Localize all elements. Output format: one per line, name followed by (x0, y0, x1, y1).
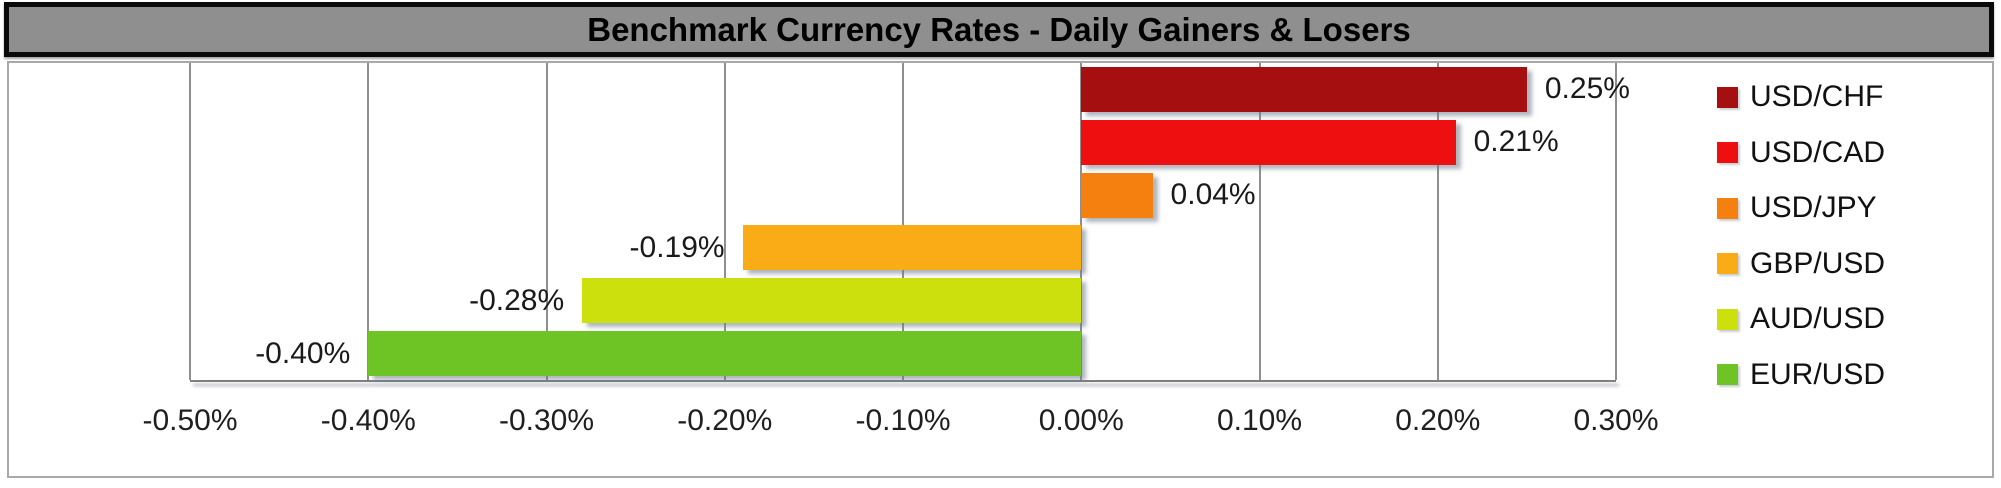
value-label-USD/CHF: 0.25% (1544, 72, 1630, 106)
legend-label: USD/CHF (1750, 80, 1884, 113)
x-tick-label--0.30%: -0.30% (498, 404, 595, 437)
chart-title: Benchmark Currency Rates - Daily Gainers… (587, 10, 1411, 48)
bar-USD/CHF (1081, 66, 1527, 112)
bar-GBP/USD (742, 225, 1082, 271)
legend-label: AUD/USD (1750, 302, 1886, 336)
legend-swatch-icon (1717, 197, 1738, 219)
gridline-0.00% (1080, 63, 1083, 380)
bar-USD/JPY (1081, 172, 1153, 218)
x-tick-label--0.40%: -0.40% (320, 404, 416, 437)
legend-item-EUR/USD: EUR/USD (1717, 358, 1989, 392)
x-tick-label-0.20%: 0.20% (1395, 404, 1481, 437)
legend-label: USD/CAD (1750, 135, 1886, 169)
legend-label: EUR/USD (1750, 357, 1886, 391)
chart-legend: USD/CHF USD/CAD USD/JPY GBP/USD AUD/USD EUR/U… (1717, 80, 1989, 392)
legend-swatch-icon (1717, 253, 1738, 275)
gridline-0.20% (1436, 63, 1439, 380)
x-tick-label--0.10%: -0.10% (855, 404, 951, 437)
legend-item-USD/CAD: USD/CAD (1717, 136, 1989, 170)
gridline--0.40% (367, 63, 370, 380)
gridline-0.10% (1258, 63, 1261, 380)
bar-USD/CAD (1081, 119, 1456, 165)
gridline--0.20% (723, 63, 726, 380)
value-label-USD/JPY: 0.04% (1170, 178, 1256, 212)
x-axis-line (190, 380, 1616, 382)
value-label-EUR/USD: -0.40% (255, 336, 351, 370)
value-label-USD/CAD: 0.21% (1473, 125, 1559, 159)
legend-swatch-icon (1717, 142, 1738, 164)
bar-EUR/USD (368, 331, 1082, 377)
x-tick-label--0.20%: -0.20% (677, 404, 773, 437)
legend-label: GBP/USD (1750, 246, 1886, 280)
gridline--0.30% (545, 63, 548, 380)
x-tick-label--0.50%: -0.50% (142, 404, 238, 437)
legend-item-GBP/USD: GBP/USD (1717, 247, 1989, 281)
value-label-GBP/USD: -0.19% (629, 230, 725, 264)
legend-item-USD/CHF: USD/CHF (1717, 80, 1989, 114)
chart-title-bar: Benchmark Currency Rates - Daily Gainers… (4, 2, 1994, 57)
x-tick-label-0.00%: 0.00% (1038, 404, 1124, 437)
value-label-AUD/USD: -0.28% (469, 283, 565, 317)
legend-swatch-icon (1717, 308, 1738, 330)
gridline--0.50% (189, 63, 191, 380)
gridline--0.10% (902, 63, 904, 380)
x-tick-label-0.10%: 0.10% (1216, 404, 1303, 437)
x-tick-label-0.30%: 0.30% (1573, 404, 1659, 437)
legend-label: USD/JPY (1750, 191, 1877, 225)
gridline-0.30% (1615, 63, 1617, 380)
legend-item-AUD/USD: AUD/USD (1717, 302, 1989, 336)
legend-swatch-icon (1717, 86, 1738, 108)
legend-item-USD/JPY: USD/JPY (1717, 191, 1989, 225)
bar-AUD/USD (582, 278, 1082, 324)
legend-swatch-icon (1717, 364, 1738, 386)
